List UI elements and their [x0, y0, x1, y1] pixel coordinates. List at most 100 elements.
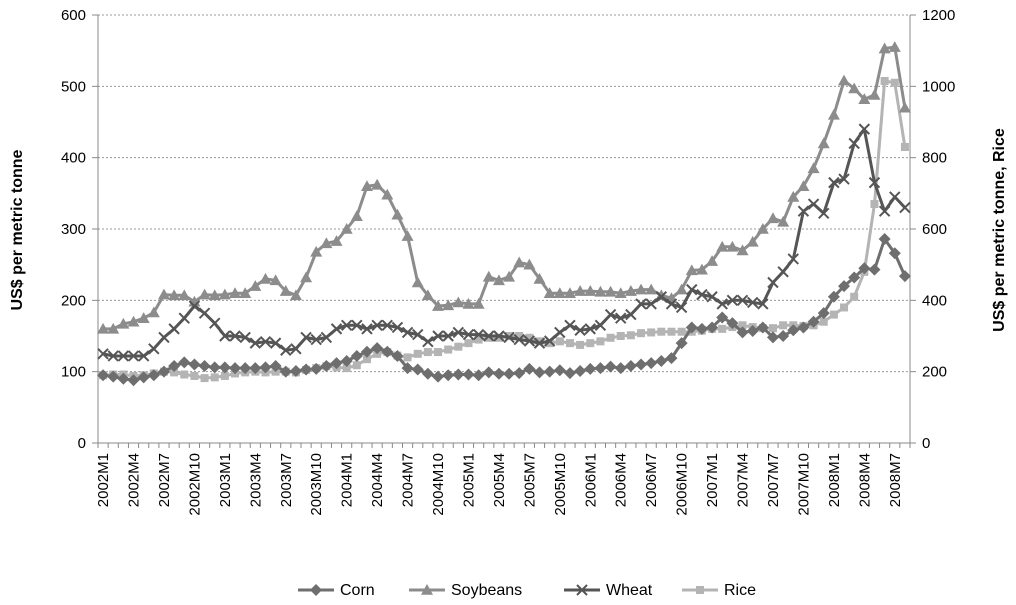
y-right-tick-label: 600	[922, 221, 947, 238]
rice-point	[880, 76, 889, 85]
soybeans-point	[695, 263, 708, 275]
soybeans-point	[97, 322, 110, 334]
soybeans-point	[462, 297, 475, 309]
soybeans-point	[746, 235, 759, 247]
corn-point	[462, 368, 475, 381]
soybeans-point	[249, 280, 262, 291]
corn-point	[218, 361, 231, 374]
rice-point	[200, 374, 209, 383]
soybeans-point	[574, 285, 587, 296]
wheat-point	[615, 312, 627, 324]
x-tick-label: 2007M1	[704, 453, 721, 507]
soybeans-point	[269, 274, 282, 286]
rice-point	[840, 303, 849, 312]
soybeans-point	[330, 235, 343, 246]
wheat-point	[249, 337, 262, 349]
legend: Corn Soybeans Wheat Rice	[298, 582, 756, 599]
y-left-tick-label: 300	[61, 221, 86, 238]
rice-point	[657, 327, 666, 336]
x-tick-label: 2008M4	[856, 453, 873, 507]
y-right-tick-label: 1000	[922, 78, 955, 95]
corn-point	[503, 367, 516, 380]
corn-point	[756, 321, 769, 334]
rice-point	[434, 348, 443, 357]
wheat-point	[432, 330, 444, 342]
corn-point	[726, 317, 739, 330]
corn-point	[229, 362, 242, 375]
soybeans-point	[736, 244, 749, 256]
corn-point	[360, 345, 373, 358]
y-right-tick-label: 800	[922, 150, 947, 167]
rice-point	[667, 327, 676, 336]
corn-point	[391, 349, 404, 362]
wheat-point	[787, 253, 799, 265]
x-tick-label: 2003M7	[278, 453, 295, 507]
wheat-point	[868, 176, 881, 189]
corn-point	[340, 354, 353, 367]
x-tick-label: 2003M10	[308, 453, 325, 516]
wheat-point	[412, 328, 424, 341]
legend-label: Rice	[724, 582, 756, 599]
wheat-point	[361, 323, 373, 335]
soybeans-point	[381, 188, 394, 200]
corn-point	[188, 358, 201, 371]
corn-point	[279, 365, 292, 378]
corn-point	[624, 359, 637, 372]
rice-point	[829, 310, 838, 319]
rice-point	[586, 339, 595, 348]
rice-point	[494, 333, 503, 342]
legend-item-wheat: Wheat	[564, 582, 653, 599]
wheat-point	[706, 291, 718, 303]
y-left-tick-label: 100	[61, 364, 86, 381]
x-tick-label: 2008M7	[887, 453, 904, 507]
corn-point	[249, 362, 262, 375]
corn-point	[787, 324, 800, 337]
wheat-point	[899, 201, 911, 214]
legend-item-soybeans: Soybeans	[409, 582, 522, 599]
rice-point	[606, 333, 615, 342]
wheat-point	[554, 326, 566, 339]
wheat-point	[828, 176, 840, 189]
wheat-point	[422, 335, 434, 348]
wheat-point	[736, 294, 749, 307]
corn-point	[117, 372, 130, 385]
corn-point	[482, 366, 495, 379]
corn-point	[127, 374, 140, 387]
x-tick-label: 2006M4	[613, 453, 630, 507]
soybeans-point	[888, 41, 901, 52]
corn-point	[858, 262, 871, 275]
corn-point	[736, 326, 749, 339]
soybeans-point	[614, 287, 627, 298]
x-tick-label: 2005M1	[460, 453, 477, 507]
rice-point	[768, 324, 777, 333]
y-right-tick-label: 0	[922, 435, 930, 452]
wheat-point	[675, 301, 688, 314]
wheat-point	[401, 326, 414, 339]
corn-point	[97, 369, 110, 382]
soybeans-point	[300, 271, 313, 283]
soybeans-point	[442, 299, 455, 311]
soybeans-point	[472, 297, 485, 309]
x-tick-label: 2002M10	[186, 453, 203, 516]
wheat-point	[543, 335, 556, 347]
wheat-point	[818, 207, 830, 220]
wheat-point	[219, 330, 231, 342]
corn-point	[868, 263, 881, 276]
corn-point	[533, 366, 546, 379]
corn-point	[685, 321, 698, 334]
rice-point	[870, 200, 879, 209]
legend-swatch-marker	[310, 584, 322, 596]
corn-point	[198, 359, 211, 372]
soybeans-point	[858, 93, 871, 104]
rice-point	[637, 329, 646, 338]
corn-point	[492, 367, 505, 380]
corn-point	[259, 361, 272, 374]
rice-point	[626, 331, 635, 340]
y-left-tick-label: 400	[61, 150, 86, 167]
wheat-point	[117, 350, 130, 362]
rice-point	[545, 339, 554, 348]
soybeans-point	[868, 88, 881, 100]
soybeans-point	[239, 287, 252, 298]
soybeans-point	[726, 240, 739, 252]
